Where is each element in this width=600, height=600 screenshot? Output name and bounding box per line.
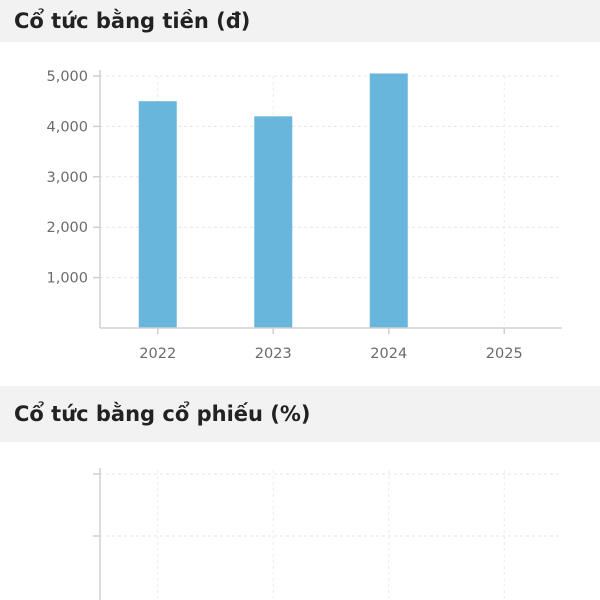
- cash-bars: [138, 73, 408, 328]
- stock-dividend-title: Cổ tức bằng cổ phiếu (%): [14, 402, 311, 426]
- stock-grid: [100, 470, 562, 600]
- cash-y-tick-label: 5,000: [46, 69, 88, 85]
- stock-dividend-chart: [93, 468, 562, 600]
- cash-x-tick-label-2023: 2023: [255, 346, 292, 362]
- cash-x-tick-label-2022: 2022: [139, 346, 176, 362]
- cash-y-tick-label: 3,000: [46, 170, 88, 186]
- cash-axes: [93, 70, 562, 334]
- cash-bar-2023: [254, 116, 293, 328]
- cash-y-tick-label: 1,000: [46, 271, 88, 287]
- cash-y-tick-label: 4,000: [46, 119, 88, 135]
- stock-dividend-header: Cổ tức bằng cổ phiếu (%): [0, 386, 600, 442]
- cash-dividend-title: Cổ tức bằng tiền (đ): [14, 9, 251, 33]
- stock-axes: [93, 468, 101, 600]
- cash-x-tick-label-2024: 2024: [370, 346, 407, 362]
- cash-bar-2024: [369, 73, 408, 328]
- cash-y-tick-labels: 1,000 2,000 3,000 4,000 5,000: [46, 69, 88, 287]
- cash-y-tick-label: 2,000: [46, 220, 88, 236]
- cash-x-tick-label-2025: 2025: [486, 346, 523, 362]
- cash-dividend-header: Cổ tức bằng tiền (đ): [0, 0, 600, 42]
- cash-bar-2022: [138, 101, 177, 328]
- cash-x-tick-labels: 2022 2023 2024 2025: [139, 346, 522, 362]
